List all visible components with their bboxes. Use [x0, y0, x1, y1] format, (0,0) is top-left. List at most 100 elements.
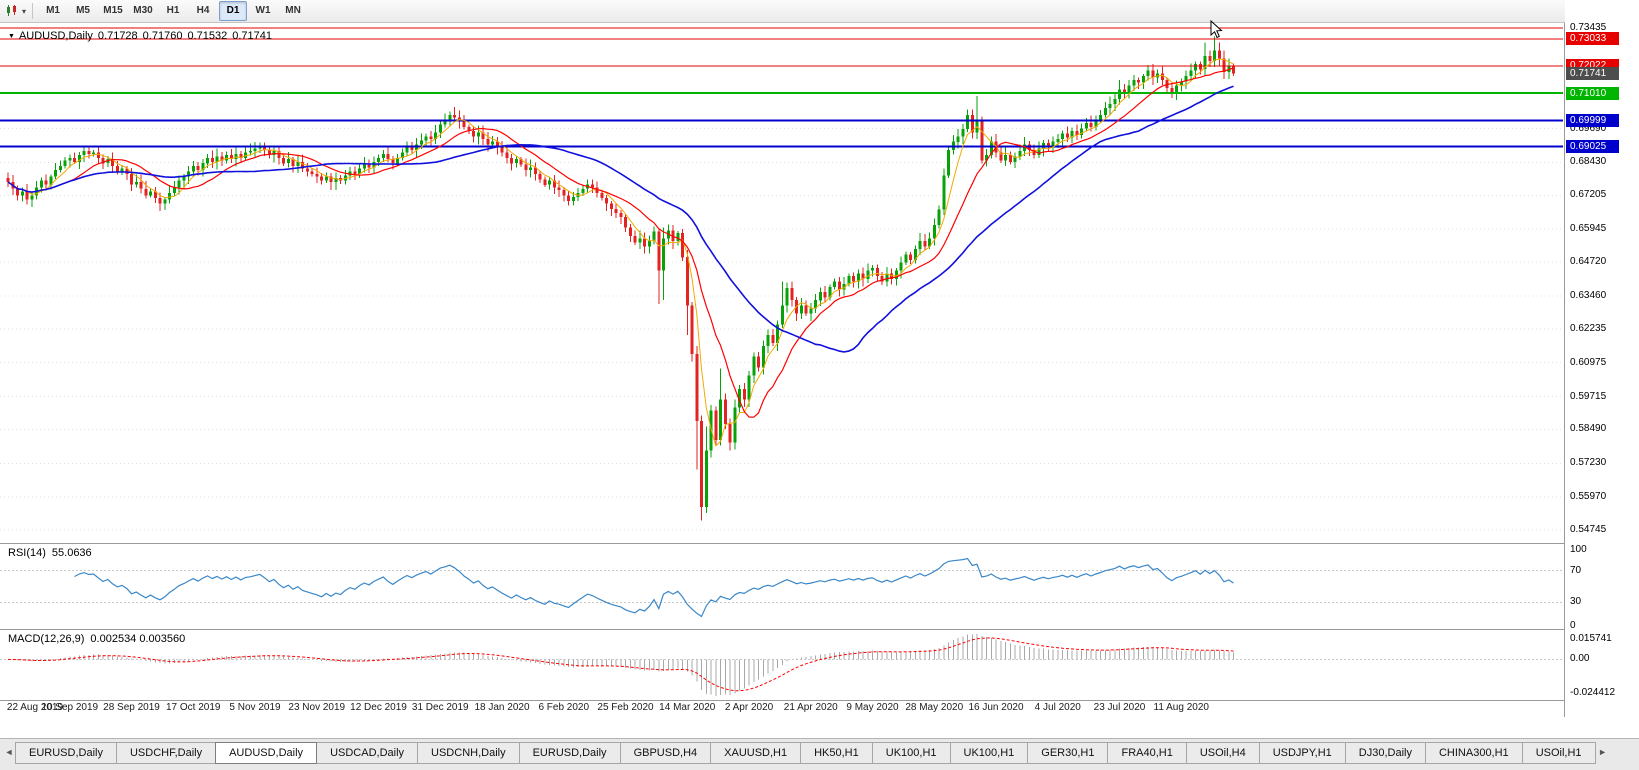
price-line-badge: 0.71010 [1566, 86, 1619, 100]
price-tick-label: 0.57230 [1570, 457, 1607, 469]
macd-name: MACD(12,26,9) [8, 633, 85, 645]
price-line-badge: 0.73033 [1566, 32, 1619, 46]
chart-dropdown-caret-icon[interactable]: ▾ [22, 6, 27, 16]
price-tick-label: 0.67205 [1570, 189, 1607, 201]
macd-scale-top: 0.015741 [1570, 633, 1612, 644]
candlestick-chart-glyph [7, 5, 16, 16]
symbol-label: AUDUSD,Daily [18, 30, 93, 42]
date-label: 11 Aug 2020 [1153, 702, 1209, 713]
date-label: 9 May 2020 [846, 702, 899, 713]
chart-tabs-bar: ◄ EURUSD,Daily USDCHF,Daily AUDUSD,Daily US… [0, 738, 1639, 770]
price-line-badge: 0.69025 [1566, 139, 1619, 153]
date-label: 23 Nov 2019 [288, 702, 346, 713]
time-axis-line [0, 700, 1639, 701]
chart-tab-eurusd-daily[interactable]: EURUSD,Daily [15, 742, 117, 764]
panel-divider-rsi[interactable] [0, 543, 1639, 544]
chart-tab-usdchf-daily[interactable]: USDCHF,Daily [115, 742, 217, 764]
ohlc-high: 0.71760 [142, 30, 183, 42]
date-label: 2 Apr 2020 [724, 702, 774, 713]
date-label: 28 Sep 2019 [103, 702, 160, 713]
date-label: 10 Sep 2019 [41, 702, 99, 713]
chart-tab-usoil-h4[interactable]: USOil,H4 [1185, 742, 1260, 764]
price-tick-label: 0.58490 [1570, 423, 1607, 435]
date-label: 23 Jul 2020 [1093, 702, 1146, 713]
date-label: 4 Jul 2020 [1034, 702, 1081, 713]
price-tick-label: 0.64720 [1570, 256, 1607, 268]
rsi-name: RSI(14) [8, 547, 46, 559]
price-axis[interactable]: 0.73435 0.69690 0.68430 0.67205 0.65945 0.647… [1565, 0, 1639, 738]
tab-scroll-left-button[interactable]: ◄ [4, 747, 14, 757]
panel-divider-macd[interactable] [0, 629, 1639, 630]
chart-tab-usdjpy-h1[interactable]: USDJPY,H1 [1258, 742, 1346, 764]
toolbar: ▾ M1 M5 M15 M30 H1 H4 D1 W1 MN [0, 0, 1639, 23]
macd-scale-bottom: -0.024412 [1570, 687, 1616, 698]
rsi-scale-label: 100 [1570, 544, 1587, 555]
timeframe-button-mn[interactable]: MN [285, 5, 301, 16]
chart-tab-uk100-h1[interactable]: UK100,H1 [871, 742, 951, 764]
timeframe-button-w1[interactable]: W1 [255, 5, 271, 16]
macd-title: MACD(12,26,9) 0.002534 0.003560 [8, 633, 185, 645]
price-tick-label: 0.73435 [1570, 22, 1607, 33]
date-label: 17 Oct 2019 [166, 702, 221, 713]
date-label: 6 Feb 2020 [538, 702, 590, 713]
rsi-panel[interactable] [0, 545, 1563, 628]
ohlc-close: 0.71741 [232, 30, 272, 42]
chart-tab-xauusd-h1[interactable]: XAUUSD,H1 [710, 742, 802, 764]
date-label: 25 Feb 2020 [597, 702, 654, 713]
chart-type-icon[interactable] [5, 4, 21, 18]
timeframe-button-h4[interactable]: H4 [196, 5, 210, 16]
macd-value: 0.002534 0.003560 [90, 633, 186, 645]
rsi-value: 55.0636 [51, 547, 92, 559]
date-label: 5 Nov 2019 [229, 702, 281, 713]
chart-title: ▼ AUDUSD,Daily 0.71728 0.71760 0.71532 0.7174… [8, 30, 272, 42]
date-label: 16 Jun 2020 [968, 702, 1024, 713]
toolbar-separator [32, 3, 34, 19]
price-tick-label: 0.69690 [1570, 122, 1607, 134]
chart-tab-gbpusd-h4[interactable]: GBPUSD,H4 [619, 742, 712, 764]
tab-scroll-right-button[interactable]: ► [1598, 747, 1607, 757]
rsi-scale-label: 0 [1570, 620, 1576, 631]
current-price-badge: 0.71741 [1566, 66, 1619, 80]
chart-tab-fra40-h1[interactable]: FRA40,H1 [1107, 742, 1187, 764]
price-tick-label: 0.60975 [1570, 356, 1607, 368]
price-tick-label: 0.54745 [1570, 524, 1607, 535]
main-chart[interactable] [0, 23, 1563, 543]
rsi-title: RSI(14) 55.0636 [8, 547, 92, 559]
chart-tab-hk50-h1[interactable]: HK50,H1 [800, 742, 873, 764]
mouse-cursor-icon [1210, 20, 1223, 39]
timeframe-button-h1[interactable]: H1 [166, 5, 180, 16]
timeframe-button-d1[interactable]: D1 [219, 1, 248, 21]
date-label: 21 Apr 2020 [783, 702, 838, 713]
timeframe-button-group: M1 M5 M15 M30 H1 H4 D1 W1 MN [39, 1, 307, 21]
timeframe-button-m30[interactable]: M30 [133, 5, 153, 16]
chart-tabs: EURUSD,Daily USDCHF,Daily AUDUSD,Daily USDC… [15, 742, 1596, 764]
macd-panel[interactable] [0, 631, 1563, 699]
chart-tab-uk100-h1[interactable]: UK100,H1 [949, 742, 1029, 764]
chart-tab-china300-h1[interactable]: CHINA300,H1 [1424, 742, 1523, 764]
rsi-scale-label: 70 [1570, 564, 1582, 576]
chart-tab-ger30-h1[interactable]: GER30,H1 [1027, 742, 1109, 764]
date-label: 28 May 2020 [905, 702, 964, 713]
price-tick-label: 0.63460 [1570, 289, 1607, 301]
date-label: 22 Aug 2019 [6, 702, 64, 713]
chart-tab-eurusd-daily[interactable]: EURUSD,Daily [518, 742, 621, 764]
date-label: 18 Jan 2020 [474, 702, 530, 713]
ohlc-low: 0.71532 [187, 30, 228, 42]
timeframe-button-m1[interactable]: M1 [46, 5, 60, 16]
date-label: 31 Dec 2019 [411, 702, 469, 713]
date-axis[interactable]: 22 Aug 2019 10 Sep 2019 28 Sep 2019 17 Oct … [0, 702, 1563, 717]
chart-tab-audusd-daily[interactable]: AUDUSD,Daily [215, 742, 318, 764]
price-tick-label: 0.62235 [1570, 322, 1607, 334]
date-label: 12 Dec 2019 [350, 702, 407, 713]
price-line-badge: 0.69999 [1566, 113, 1619, 127]
collapse-arrow-icon[interactable]: ▼ [8, 33, 15, 40]
chart-tab-usdcad-daily[interactable]: USDCAD,Daily [316, 742, 419, 764]
ohlc-open: 0.71728 [97, 30, 138, 42]
chart-tab-usoil-h1[interactable]: USOil,H1 [1521, 742, 1596, 764]
timeframe-button-m15[interactable]: M15 [103, 5, 123, 16]
chart-tab-dj30-daily[interactable]: DJ30,Daily [1344, 742, 1426, 764]
timeframe-button-m5[interactable]: M5 [76, 5, 90, 16]
chart-tab-usdcnh-daily[interactable]: USDCNH,Daily [417, 742, 520, 764]
rsi-scale-label: 30 [1570, 596, 1582, 608]
